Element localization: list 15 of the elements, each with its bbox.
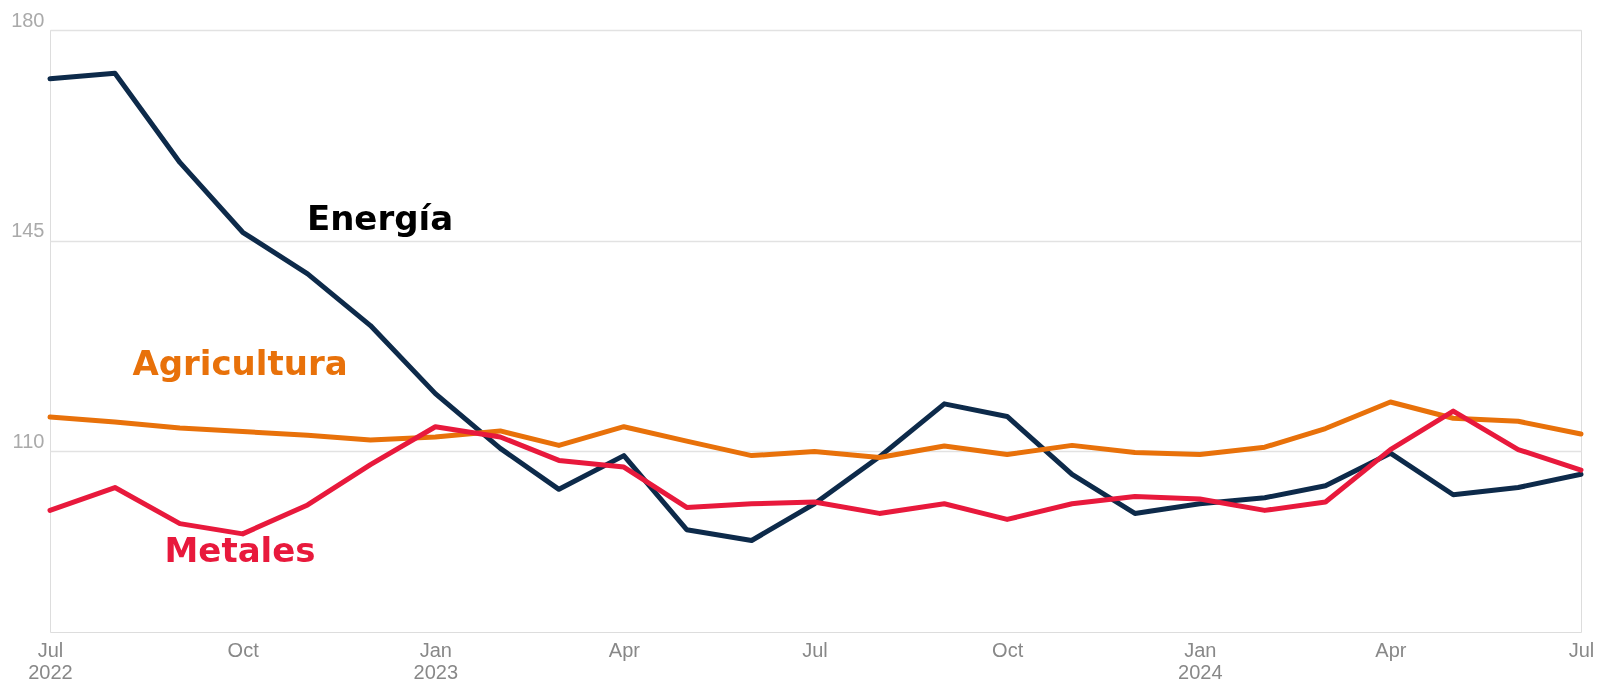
x-tick-label: Jan 2023 <box>413 638 459 683</box>
x-tick-label: Jul <box>1568 638 1595 661</box>
x-tick-label: Oct <box>992 638 1024 661</box>
x-tick-label: Jan 2024 <box>1178 638 1223 683</box>
x-tick-label: Apr <box>608 638 641 661</box>
y-tick-label: 110 <box>12 429 45 452</box>
series-label: Energía <box>306 198 454 238</box>
x-tick-label: Apr <box>1375 638 1407 661</box>
x-tick-label: Jul 2022 <box>28 638 73 683</box>
x-tick-label: Jul <box>802 638 828 661</box>
y-tick-label: 145 <box>11 219 45 242</box>
x-tick-label: Oct <box>227 638 260 661</box>
series-label: Agricultura <box>132 343 348 383</box>
series-label: Metales <box>164 530 316 570</box>
y-tick-label: 180 <box>11 8 45 31</box>
